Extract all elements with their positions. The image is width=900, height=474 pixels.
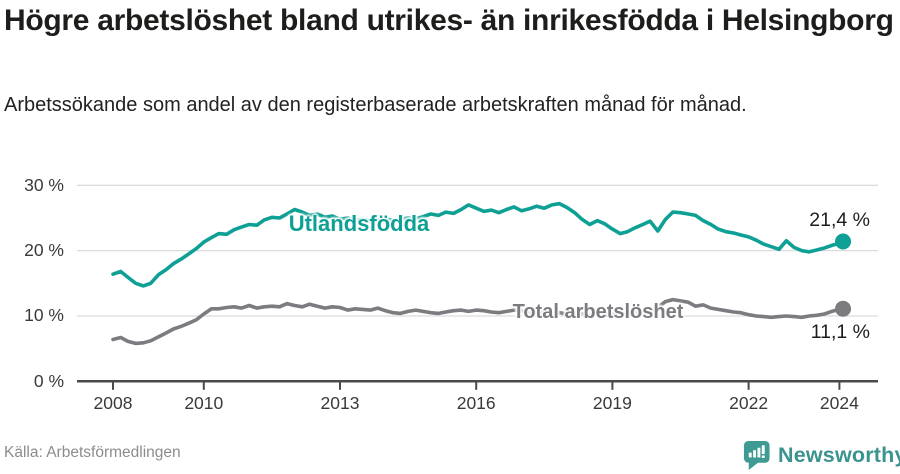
x-tick-label-2013: 2013: [320, 393, 360, 413]
end-dot-utlandsf-dda: [835, 233, 852, 250]
source-caption: Källa: Arbetsförmedlingen: [4, 444, 181, 461]
x-tick-label-2024: 2024: [819, 393, 859, 413]
x-tick-label-2022: 2022: [729, 393, 769, 413]
x-tick-label-2019: 2019: [592, 393, 632, 413]
page-title: Högre arbetslöshet bland utrikes- än inr…: [4, 4, 894, 37]
x-tick-label-2010: 2010: [184, 393, 224, 413]
y-tick-label-20: 20 %: [24, 240, 64, 261]
x-tick-label-2008: 2008: [93, 393, 133, 413]
x-tick-label-2016: 2016: [456, 393, 496, 413]
y-tick-label-10: 10 %: [24, 305, 64, 326]
newsworthy-logo: Newsworthy: [742, 440, 900, 471]
end-value-total-arbetsloshet: 11,1 %: [810, 321, 870, 343]
end-dot-total-arbetsl-shet: [835, 300, 852, 317]
series-line-total-arbetsl-shet: [111, 297, 845, 346]
series-label-utlandsfodda: Utlandsfödda: [288, 211, 430, 236]
end-value-utlandsfodda: 21,4 %: [809, 209, 870, 231]
y-tick-label-0: 0 %: [33, 370, 64, 391]
newsworthy-wordmark: Newsworthy: [778, 443, 900, 467]
newsworthy-bubble-chart-icon: [743, 441, 770, 470]
y-tick-label-30: 30 %: [24, 174, 64, 195]
series-label-total-arbetsloshet: Total arbetslöshet: [512, 301, 684, 323]
series-line-utlandsf-dda: [111, 201, 845, 288]
chart-subtitle: Arbetssökande som andel av den registerb…: [4, 94, 747, 116]
